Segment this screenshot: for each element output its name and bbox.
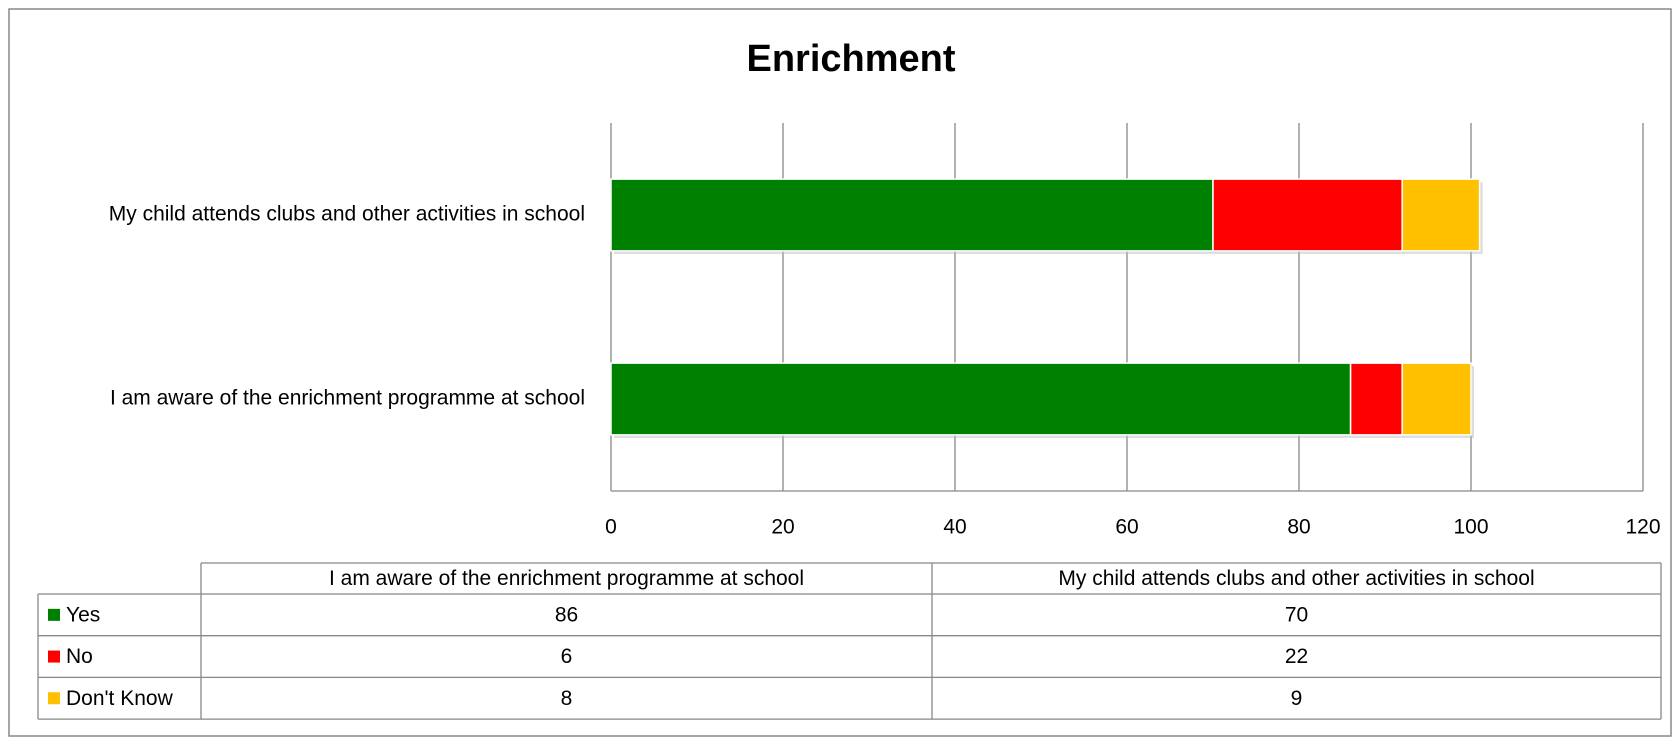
x-tick-label: 100	[1453, 516, 1488, 539]
table-value: 9	[1291, 687, 1303, 710]
table-value: 6	[561, 645, 573, 668]
bar	[1401, 362, 1472, 436]
x-tick-label: 20	[771, 516, 794, 539]
legend-label: No	[66, 645, 93, 668]
legend-swatch	[48, 650, 60, 663]
table-value: 8	[561, 687, 573, 710]
bar	[610, 362, 1352, 436]
chart-title: Enrichment	[746, 38, 955, 80]
x-tick-label: 40	[943, 516, 966, 539]
x-tick-label: 80	[1287, 516, 1310, 539]
x-tick-label: 120	[1625, 516, 1660, 539]
table-header: I am aware of the enrichment programme a…	[329, 567, 804, 590]
table-value: 86	[555, 603, 578, 626]
y-tick-label: I am aware of the enrichment programme a…	[110, 387, 585, 410]
bar	[1212, 178, 1403, 252]
y-tick-label: My child attends clubs and other activit…	[109, 203, 585, 226]
bar	[1401, 178, 1481, 252]
legend-swatch	[48, 608, 60, 621]
legend-label: Yes	[66, 603, 100, 626]
bar	[610, 178, 1214, 252]
legend-label: Don't Know	[66, 687, 174, 710]
x-tick-label: 60	[1115, 516, 1138, 539]
table-value: 22	[1285, 645, 1308, 668]
x-tick-label: 0	[605, 516, 617, 539]
legend-swatch	[48, 692, 60, 705]
table-value: 70	[1285, 603, 1308, 626]
table-header: My child attends clubs and other activit…	[1058, 567, 1534, 590]
bar	[1349, 362, 1403, 436]
